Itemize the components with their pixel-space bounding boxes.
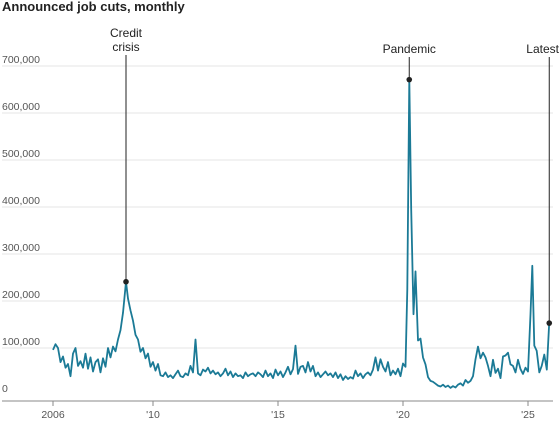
annotation-label: crisis <box>112 40 139 54</box>
y-tick-label: 600,000 <box>2 101 40 113</box>
x-axis-ticks: 2006 '10 '15 '20 '25 <box>41 401 535 421</box>
annotation-label: Latest <box>526 42 559 56</box>
chart-title: Announced job cuts, monthly <box>2 0 185 14</box>
y-tick-label: 0 <box>2 383 8 395</box>
y-tick-label: 400,000 <box>2 195 40 207</box>
annotation-marker <box>406 76 413 83</box>
annotation-marker <box>123 278 129 285</box>
y-axis-tick-labels: 0 100,000 200,000 300,000 400,000 500,000 600,… <box>2 54 40 395</box>
y-tick-label: 300,000 <box>2 242 40 254</box>
x-tick-label: '25 <box>521 409 535 421</box>
y-tick-label: 700,000 <box>2 54 40 66</box>
x-tick-label: '15 <box>271 409 285 421</box>
series-line <box>52 78 551 389</box>
x-tick-label: 2006 <box>41 409 65 421</box>
y-tick-label: 100,000 <box>2 336 40 348</box>
y-tick-label: 500,000 <box>2 148 40 160</box>
annotation-label: Pandemic <box>383 42 436 56</box>
x-tick-label: '20 <box>396 409 410 421</box>
annotation-marker <box>546 320 553 326</box>
y-tick-label: 200,000 <box>2 289 40 301</box>
annotation-label: Credit <box>110 26 143 40</box>
annotation-markers <box>123 76 553 326</box>
x-tick-label: '10 <box>146 409 160 421</box>
gridlines <box>2 65 553 349</box>
